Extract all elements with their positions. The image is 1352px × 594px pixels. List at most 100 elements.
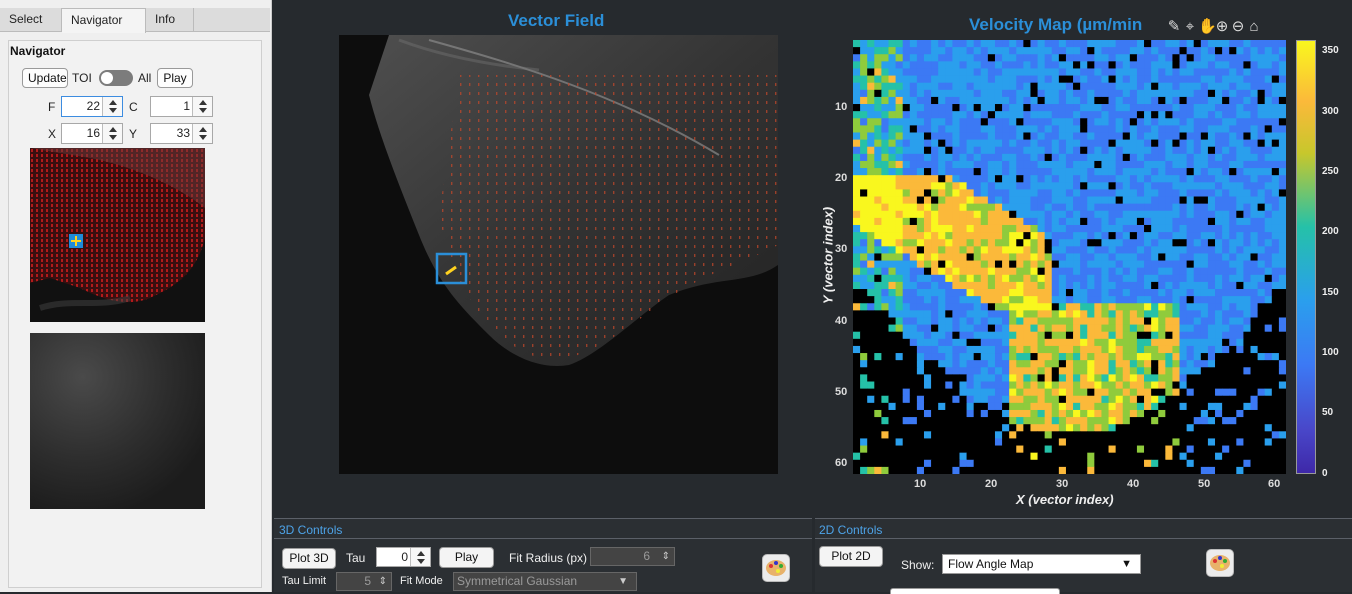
brush-icon[interactable]: ✎ [1167, 18, 1181, 35]
up-arrow-icon[interactable] [199, 127, 207, 132]
chevron-down-icon[interactable]: ▼ [1121, 558, 1132, 570]
zoom-out-icon[interactable]: ⊖ [1231, 18, 1245, 35]
down-arrow-icon[interactable] [109, 135, 117, 140]
tab-navigator[interactable]: Navigator [62, 8, 146, 33]
vector-field-plot[interactable] [339, 35, 778, 474]
up-arrow-icon[interactable] [109, 127, 117, 132]
colorbar-tick: 350 [1322, 45, 1339, 56]
secondary-select[interactable] [890, 588, 1060, 594]
x-tick: 10 [914, 478, 927, 490]
tau-limit-spinner[interactable]: 5 ⇕ [336, 572, 392, 591]
show-select[interactable]: Flow Angle Map ▼ [942, 554, 1141, 574]
spinner-arrows-icon[interactable]: ⇕ [378, 576, 387, 587]
vector-field-title: Vector Field [508, 11, 605, 30]
play-button[interactable]: Play [157, 68, 193, 88]
colorbar-tick: 50 [1322, 407, 1334, 418]
up-arrow-icon[interactable] [199, 100, 207, 105]
c-spinner[interactable]: 1 [150, 96, 213, 117]
tab-bar: Select Navigator Info [0, 8, 270, 33]
y-tick: 50 [835, 386, 848, 398]
plot-3d-button[interactable]: Plot 3D [282, 548, 336, 569]
plot-2d-button[interactable]: Plot 2D [819, 546, 883, 567]
controls-3d-panel: 3D Controls Plot 3D Tau 0 Play Fit Radiu… [274, 518, 812, 592]
y-axis-label: Y (vector index) [820, 206, 836, 305]
detail-image [30, 333, 205, 509]
fit-radius-label: Fit Radius (px) [509, 551, 588, 565]
show-value: Flow Angle Map [948, 557, 1034, 571]
up-arrow-icon[interactable] [109, 100, 117, 105]
fit-mode-select[interactable]: Symmetrical Gaussian ▼ [453, 572, 637, 591]
velocity-map-title: Velocity Map (µm/min [969, 15, 1143, 34]
toi-all-toggle[interactable] [99, 70, 133, 86]
pan-icon[interactable]: ✋ [1198, 18, 1217, 35]
down-arrow-icon[interactable] [199, 108, 207, 113]
f-spinner[interactable]: 22 [61, 96, 123, 117]
down-arrow-icon[interactable] [109, 108, 117, 113]
c-value: 1 [183, 99, 190, 113]
update-button[interactable]: Update [22, 68, 68, 88]
chevron-down-icon[interactable]: ▼ [618, 576, 628, 587]
velocity-heatmap[interactable] [853, 40, 1287, 475]
controls-3d-title: 3D Controls [279, 523, 343, 537]
colorbar-tick: 100 [1322, 347, 1339, 358]
x-tick: 60 [1268, 478, 1281, 490]
colorbar-tick: 0 [1322, 468, 1328, 479]
overview-image [30, 148, 205, 322]
show-label: Show: [901, 558, 935, 572]
colorbar-tick: 200 [1322, 226, 1339, 237]
zoom-in-icon[interactable]: ⊕ [1215, 18, 1229, 35]
down-arrow-icon[interactable] [199, 135, 207, 140]
y-tick: 40 [835, 315, 848, 327]
colorbar-tick: 150 [1322, 287, 1339, 298]
tau-limit-label: Tau Limit [282, 575, 327, 587]
tab-info[interactable]: Info [146, 8, 194, 32]
y-tick: 30 [835, 243, 848, 255]
colorbar [1296, 40, 1316, 474]
colorbar-tick: 250 [1322, 166, 1339, 177]
colorbar-tick: 300 [1322, 106, 1339, 117]
home-icon[interactable]: ⌂ [1249, 18, 1259, 35]
f-value: 22 [86, 99, 100, 113]
play-3d-button[interactable]: Play [439, 547, 494, 568]
x-tick: 30 [1056, 478, 1069, 490]
fit-radius-value: 6 [643, 549, 650, 563]
c-label: C [129, 100, 138, 114]
tau-limit-value: 5 [364, 574, 371, 588]
tau-spinner[interactable]: 0 [376, 547, 431, 567]
tab-select[interactable]: Select [0, 8, 62, 32]
toi-label: TOI [72, 71, 92, 85]
y-tick: 10 [835, 101, 848, 113]
x-tick: 50 [1198, 478, 1211, 490]
down-arrow-icon[interactable] [417, 559, 425, 564]
x-axis-label: X (vector index) [1016, 492, 1114, 507]
fit-radius-spinner[interactable]: 6 ⇕ [590, 547, 675, 566]
spinner-arrows-icon[interactable]: ⇕ [661, 551, 670, 562]
velocity-heatmap-image [853, 40, 1287, 475]
x-label: X [48, 127, 57, 141]
overview-thumbnail[interactable] [30, 148, 205, 322]
tau-value: 0 [401, 550, 408, 564]
all-label: All [138, 71, 152, 85]
controls-2d-panel: 2D Controls Plot 2D Show: Flow Angle Map… [815, 518, 1352, 594]
y-tick: 60 [835, 457, 848, 469]
y-value: 33 [176, 126, 190, 140]
x-value: 16 [86, 126, 100, 140]
palette-icon[interactable] [762, 554, 790, 582]
palette-icon[interactable] [1206, 549, 1234, 577]
controls-2d-title: 2D Controls [819, 523, 883, 537]
tau-label: Tau [346, 551, 366, 565]
detail-thumbnail [30, 333, 205, 509]
navigator-title: Navigator [10, 44, 66, 58]
y-label: Y [129, 127, 138, 141]
y-spinner[interactable]: 33 [150, 123, 213, 144]
up-arrow-icon[interactable] [417, 551, 425, 556]
x-tick: 20 [985, 478, 998, 490]
vector-field-image [339, 35, 778, 474]
left-panel: Select Navigator Info Navigator Update T… [0, 0, 272, 592]
fit-mode-label: Fit Mode [400, 575, 443, 587]
x-spinner[interactable]: 16 [61, 123, 123, 144]
y-tick: 20 [835, 172, 848, 184]
fit-mode-value: Symmetrical Gaussian [457, 574, 578, 588]
data-tip-icon[interactable]: ⌖ [1185, 18, 1195, 35]
f-label: F [48, 100, 56, 114]
